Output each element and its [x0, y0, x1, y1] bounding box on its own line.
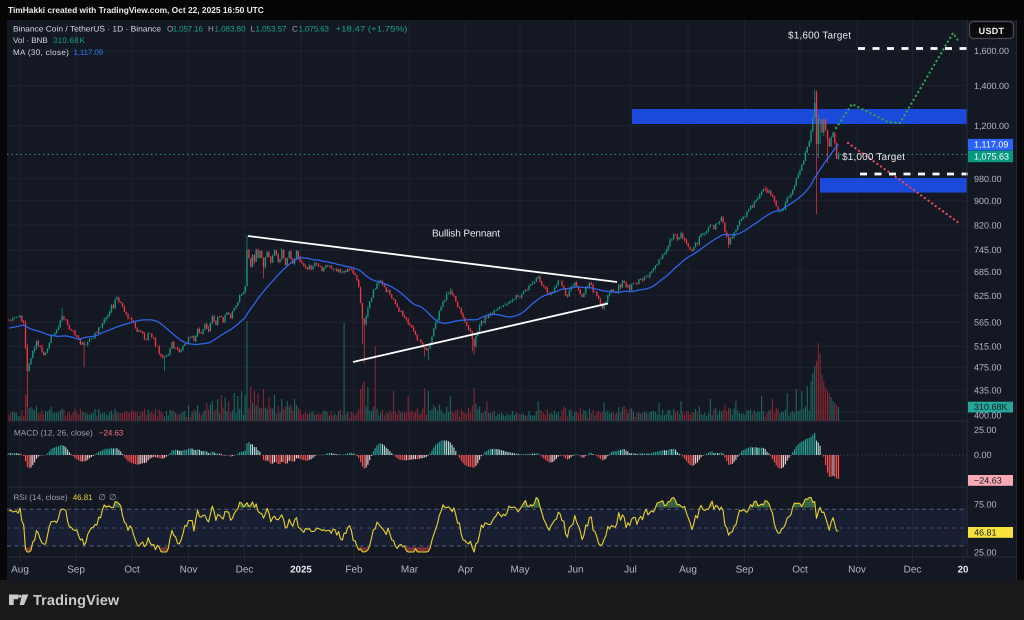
svg-text:625.00: 625.00 — [974, 291, 1002, 301]
svg-text:Oct: Oct — [792, 565, 808, 576]
svg-text:USDT: USDT — [979, 26, 1005, 36]
svg-text:C: C — [292, 24, 298, 33]
svg-text:400.00: 400.00 — [974, 410, 1002, 420]
svg-text:565.00: 565.00 — [974, 317, 1002, 327]
svg-text:Sep: Sep — [736, 565, 754, 576]
svg-text:Nov: Nov — [180, 565, 198, 576]
svg-text:820.00: 820.00 — [974, 220, 1002, 230]
svg-text:−24.63: −24.63 — [974, 475, 1002, 485]
svg-text:$1,000 Target: $1,000 Target — [842, 152, 905, 163]
svg-text:46.81: 46.81 — [73, 493, 93, 502]
svg-text:∅: ∅ — [109, 492, 116, 502]
svg-text:1,075.63: 1,075.63 — [299, 24, 330, 33]
svg-text:$1,600 Target: $1,600 Target — [788, 31, 851, 42]
svg-text:2025: 2025 — [290, 565, 312, 576]
svg-text:310.68K: 310.68K — [974, 402, 1008, 412]
svg-text:Jun: Jun — [567, 565, 583, 576]
svg-text:Binance Coin / TetherUS · 1D ·: Binance Coin / TetherUS · 1D · Binance — [13, 24, 162, 33]
svg-text:Oct: Oct — [124, 565, 140, 576]
svg-text:MACD (12, 26, close): MACD (12, 26, close) — [14, 429, 93, 438]
svg-text:1,117.09: 1,117.09 — [73, 48, 103, 57]
svg-text:980.00: 980.00 — [974, 174, 1002, 184]
svg-text:515.00: 515.00 — [974, 341, 1002, 351]
svg-text:May: May — [511, 565, 530, 576]
svg-text:Vol · BNB: Vol · BNB — [13, 36, 48, 45]
svg-text:O: O — [167, 24, 173, 33]
svg-text:MA (30, close): MA (30, close) — [13, 48, 69, 57]
svg-text:1,083.80: 1,083.80 — [215, 24, 247, 33]
svg-text:TradingView: TradingView — [33, 593, 120, 609]
svg-text:46.81: 46.81 — [974, 527, 997, 537]
svg-text:1,075.63: 1,075.63 — [974, 151, 1009, 161]
svg-text:685.00: 685.00 — [974, 267, 1002, 277]
svg-text:1,200.00: 1,200.00 — [974, 121, 1009, 131]
svg-text:Aug: Aug — [679, 565, 697, 576]
svg-text:Dec: Dec — [236, 565, 254, 576]
svg-text:Nov: Nov — [848, 565, 866, 576]
svg-text:435.00: 435.00 — [974, 385, 1002, 395]
svg-text:Feb: Feb — [345, 565, 363, 576]
svg-text:1,400.00: 1,400.00 — [974, 81, 1009, 91]
svg-text:Bullish Pennant: Bullish Pennant — [432, 229, 500, 240]
svg-text:20: 20 — [958, 565, 969, 576]
svg-text:1,600.00: 1,600.00 — [974, 46, 1009, 56]
svg-text:Sep: Sep — [67, 565, 85, 576]
svg-text:0.00: 0.00 — [974, 450, 992, 460]
svg-text:Aug: Aug — [11, 565, 29, 576]
svg-text:Apr: Apr — [458, 565, 474, 576]
svg-text:1,057.16: 1,057.16 — [173, 24, 204, 33]
svg-text:Dec: Dec — [904, 565, 922, 576]
svg-text:745.00: 745.00 — [974, 245, 1002, 255]
svg-text:900.00: 900.00 — [974, 196, 1002, 206]
svg-text:+18.47 (+1.75%): +18.47 (+1.75%) — [336, 24, 408, 33]
svg-text:75.00: 75.00 — [974, 500, 997, 510]
svg-text:25.00: 25.00 — [974, 548, 997, 558]
svg-text:310.68 K: 310.68 K — [53, 36, 86, 45]
svg-text:Mar: Mar — [401, 565, 419, 576]
svg-text:−24.63: −24.63 — [99, 429, 124, 438]
svg-text:1,117.09: 1,117.09 — [974, 140, 1008, 150]
svg-text:H: H — [208, 24, 214, 33]
svg-text:L: L — [251, 24, 256, 33]
svg-text:25.00: 25.00 — [974, 425, 997, 435]
svg-text:Jul: Jul — [624, 565, 637, 576]
svg-text:RSI (14, close): RSI (14, close) — [13, 493, 67, 502]
svg-text:∅: ∅ — [98, 492, 105, 502]
svg-text:475.00: 475.00 — [974, 362, 1002, 372]
svg-text:1,053.57: 1,053.57 — [256, 24, 288, 33]
